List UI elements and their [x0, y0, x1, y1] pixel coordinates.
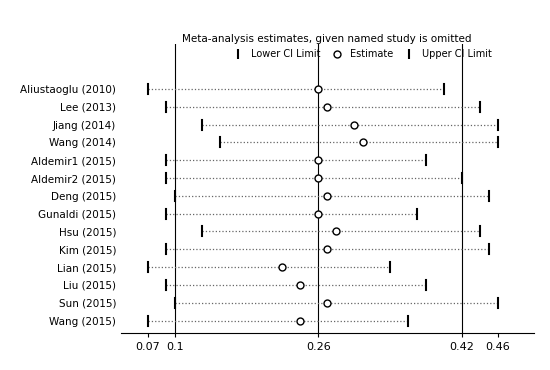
Text: Meta-analysis estimates, given named study is omitted: Meta-analysis estimates, given named stu…	[183, 34, 472, 44]
Legend: Lower CI Limit, Estimate, Upper CI Limit: Lower CI Limit, Estimate, Upper CI Limit	[229, 49, 492, 59]
